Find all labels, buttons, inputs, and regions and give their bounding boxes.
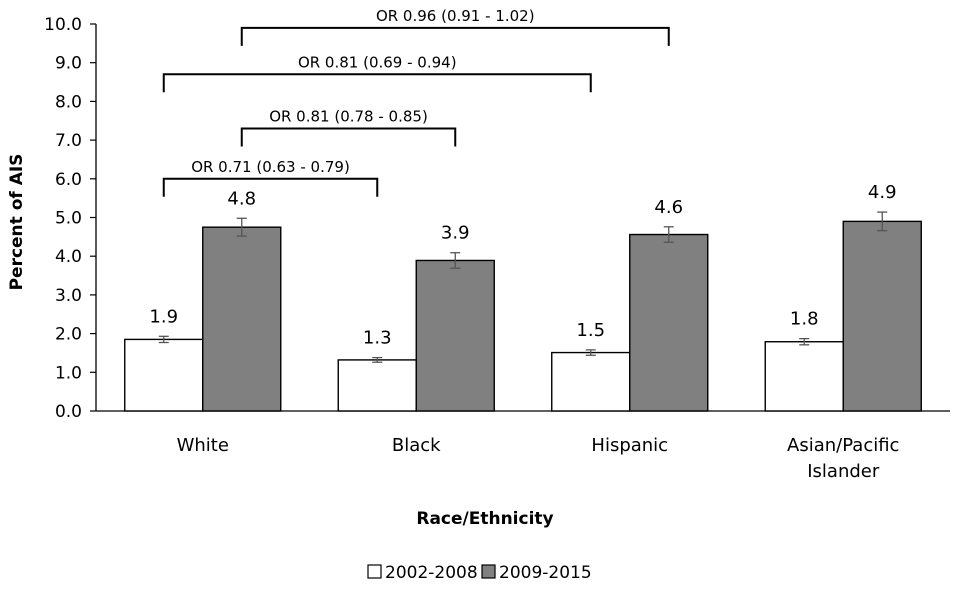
comparison-bracket	[162, 73, 592, 93]
y-tick-label: 6.0	[55, 170, 82, 190]
x-category-label: Asian/Pacific	[787, 435, 899, 456]
x-category-label: Hispanic	[591, 435, 668, 456]
data-label: 1.5	[576, 320, 605, 341]
comparison-label: OR 0.71 (0.63 - 0.79)	[191, 158, 350, 176]
bar	[764, 341, 844, 412]
y-tick-label: 8.0	[55, 92, 82, 112]
y-tick-label: 4.0	[55, 247, 82, 267]
data-label: 3.9	[441, 223, 470, 244]
legend: 2002-2008 2009-2015	[367, 563, 592, 583]
y-tick-label: 5.0	[55, 209, 82, 229]
data-label: 4.6	[654, 197, 683, 218]
bar	[415, 259, 495, 412]
y-tick-label: 2.0	[55, 325, 82, 345]
bars: 1.9 1.3 1.5 1.8 4.8 3.9 4.6 4.9	[124, 182, 922, 412]
y-axis-title: Percent of AIS	[7, 154, 27, 291]
bar	[124, 338, 204, 412]
y-tick-label: 7.0	[55, 131, 82, 151]
bar	[202, 226, 282, 412]
comparison-brackets: OR 0.71 (0.63 - 0.79) OR 0.81 (0.78 - 0.8…	[162, 7, 670, 197]
data-label: 1.9	[149, 306, 178, 327]
data-label: 4.9	[868, 182, 897, 203]
data-label: 1.3	[363, 328, 392, 349]
legend-swatch	[367, 564, 382, 579]
x-category-label: Black	[392, 435, 441, 456]
data-label: 4.8	[227, 188, 256, 209]
legend-label: 2002-2008	[385, 563, 478, 583]
y-tick-label: 3.0	[55, 286, 82, 306]
data-label: 1.8	[790, 309, 819, 330]
comparison-label: OR 0.81 (0.69 - 0.94)	[298, 53, 457, 71]
legend-label: 2009-2015	[499, 563, 592, 583]
bar	[551, 351, 631, 412]
y-tick-label: 1.0	[55, 363, 82, 383]
bar	[629, 233, 709, 412]
comparison-bracket	[162, 177, 379, 197]
legend-swatch	[481, 564, 496, 579]
x-category-label: White	[177, 435, 229, 456]
bar	[842, 220, 922, 412]
comparison-bracket	[240, 26, 670, 46]
bar	[337, 359, 417, 412]
x-category-label: Islander	[807, 461, 880, 482]
axes: 0.0 1.0 2.0 3.0 4.0 5.0 6.0 7.0 8.0 9.0 10.0 White B…	[44, 15, 950, 482]
y-tick-label: 10.0	[44, 15, 82, 35]
comparison-label: OR 0.81 (0.78 - 0.85)	[269, 107, 428, 125]
comparison-bracket	[240, 127, 457, 147]
comparison-label: OR 0.96 (0.91 - 1.02)	[376, 7, 535, 25]
y-tick-label: 9.0	[55, 54, 82, 74]
y-tick-label: 0.0	[55, 402, 82, 422]
x-axis-title: Race/Ethnicity	[416, 509, 553, 529]
